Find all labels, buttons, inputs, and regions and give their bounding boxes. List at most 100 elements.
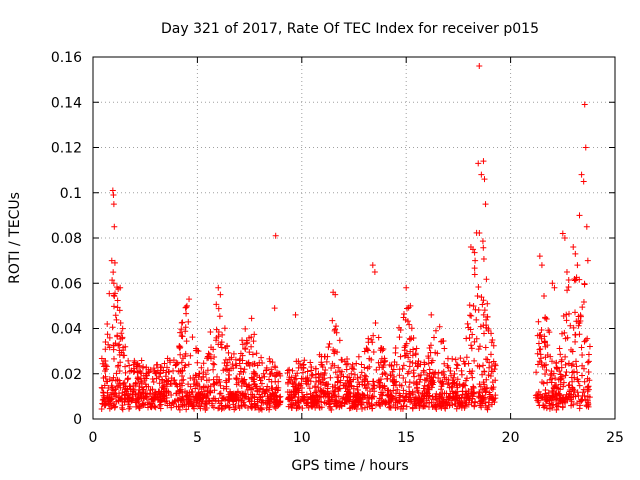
data-point (292, 311, 299, 318)
y-tick-label: 0.14 (51, 95, 82, 111)
data-point (582, 144, 589, 151)
data-point (480, 256, 487, 263)
data-point (440, 380, 447, 387)
data-point (541, 338, 548, 345)
data-point (558, 373, 565, 380)
data-point (213, 373, 220, 380)
data-point (475, 346, 482, 353)
data-point (165, 368, 172, 375)
data-point (365, 381, 372, 388)
data-point (103, 395, 110, 402)
data-point (574, 262, 581, 269)
data-point (163, 381, 170, 388)
data-point (225, 372, 232, 379)
data-point (338, 368, 345, 375)
data-point (288, 404, 295, 411)
data-point (397, 405, 404, 412)
data-point (178, 377, 185, 384)
data-point (297, 382, 304, 389)
data-point (485, 372, 492, 379)
data-point (415, 372, 422, 379)
data-point (179, 367, 186, 374)
data-point (387, 372, 394, 379)
data-point (482, 201, 489, 208)
data-point (179, 368, 186, 375)
data-point (212, 395, 219, 402)
data-point (405, 368, 412, 375)
data-point (569, 378, 576, 385)
data-point (232, 362, 239, 369)
data-point (482, 389, 489, 396)
data-point (106, 290, 113, 297)
data-point (565, 277, 572, 284)
data-point (179, 393, 186, 400)
data-point (259, 359, 266, 366)
data-point (441, 390, 448, 397)
data-point (305, 404, 312, 411)
data-point (462, 390, 469, 397)
data-point (161, 386, 168, 393)
data-point (161, 392, 168, 399)
data-point (183, 304, 190, 311)
data-point (331, 350, 338, 357)
data-point (274, 369, 281, 376)
data-point (223, 385, 230, 392)
data-point (489, 368, 496, 375)
data-point (268, 378, 275, 385)
y-tick-label: 0.06 (51, 276, 82, 292)
data-point (295, 387, 302, 394)
data-point (326, 397, 333, 404)
data-point (300, 376, 307, 383)
data-point (326, 340, 333, 347)
data-point (299, 393, 306, 400)
data-point (558, 358, 565, 365)
data-point (439, 338, 446, 345)
data-point (210, 376, 217, 383)
data-point (111, 293, 118, 300)
data-point (564, 287, 571, 294)
data-point (540, 402, 547, 409)
data-point (476, 381, 483, 388)
data-point (125, 398, 132, 405)
data-point (199, 398, 206, 405)
data-point (574, 389, 581, 396)
data-point (203, 377, 210, 384)
data-point (226, 398, 233, 405)
data-point (358, 369, 365, 376)
data-point (295, 399, 302, 406)
data-point (480, 311, 487, 318)
data-point (476, 230, 483, 237)
data-point (218, 394, 225, 401)
data-point (204, 353, 211, 360)
data-point (286, 395, 293, 402)
data-point (187, 352, 194, 359)
data-point (426, 392, 433, 399)
data-point (114, 297, 121, 304)
data-point (106, 396, 113, 403)
data-point (356, 395, 363, 402)
data-point (571, 275, 578, 282)
data-point (579, 392, 586, 399)
data-point (125, 357, 132, 364)
data-point (412, 394, 419, 401)
data-point (483, 316, 490, 323)
data-point (276, 398, 283, 405)
data-point (425, 353, 432, 360)
data-point (142, 390, 149, 397)
data-point (110, 201, 117, 208)
data-point (202, 406, 209, 413)
data-point (333, 323, 340, 330)
data-point (477, 383, 484, 390)
data-point (109, 187, 116, 194)
data-point (584, 335, 591, 342)
data-point (485, 327, 492, 334)
data-point (483, 356, 490, 363)
data-point (412, 360, 419, 367)
data-point (185, 318, 192, 325)
data-point (544, 379, 551, 386)
data-point (323, 358, 330, 365)
data-point (479, 371, 486, 378)
data-point (475, 160, 482, 167)
data-point (127, 386, 134, 393)
data-point (476, 388, 483, 395)
